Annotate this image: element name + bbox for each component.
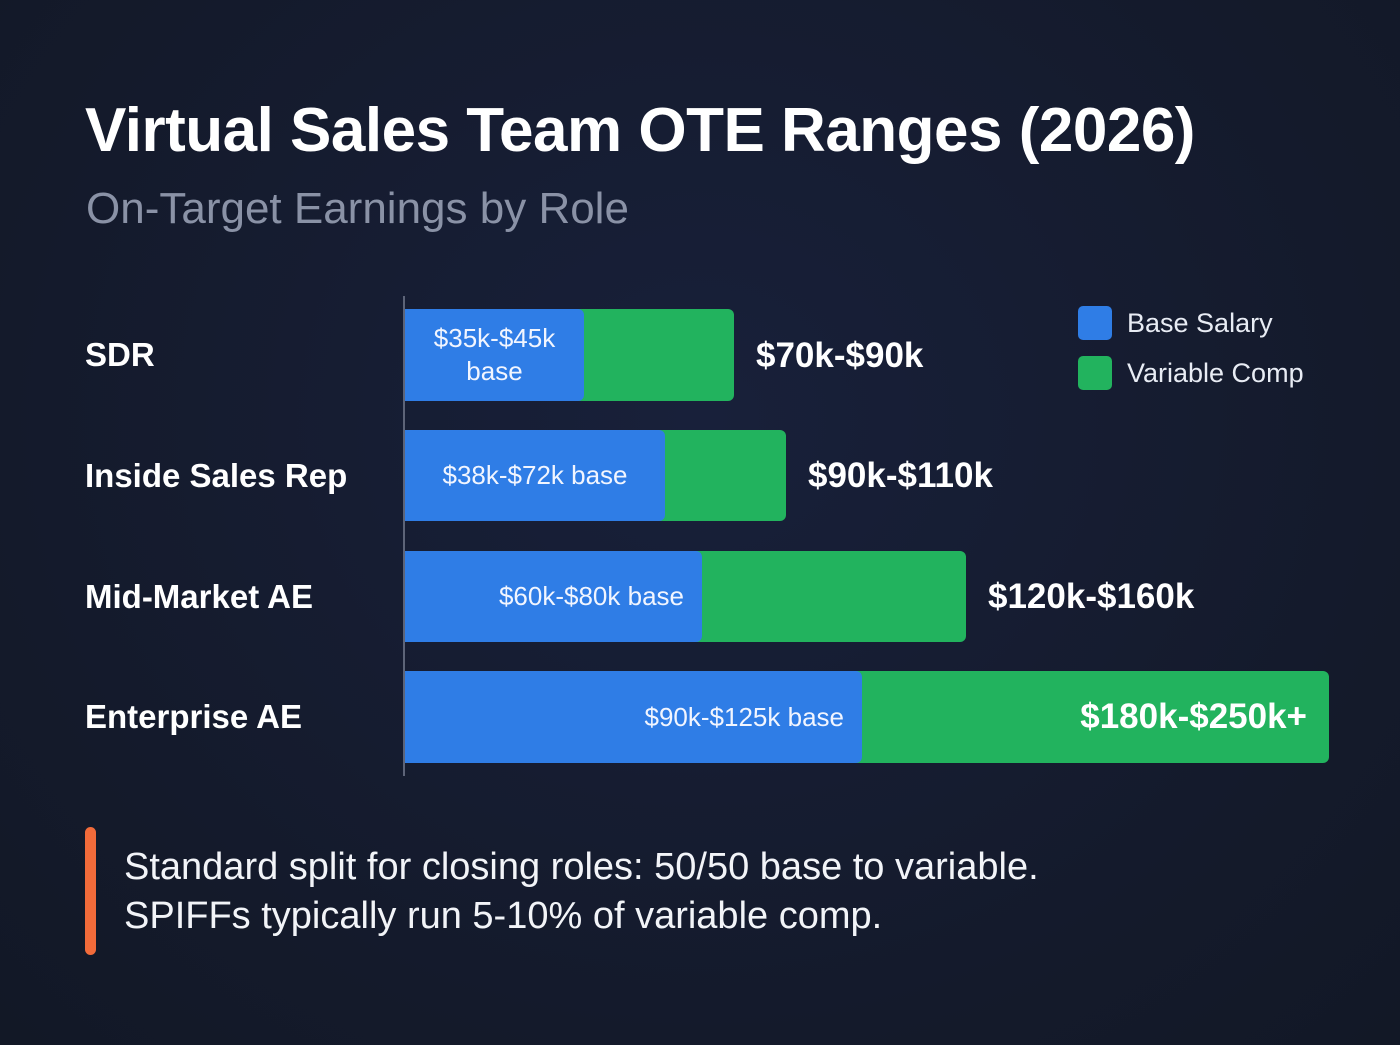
ote-label-sdr: $70k-$90k — [756, 336, 924, 375]
base-segment: $60k-$80k base — [405, 551, 702, 642]
base-segment: $90k-$125k base — [405, 671, 862, 763]
note-accent-bar — [85, 827, 96, 955]
ote-label-mid-market-ae: $120k-$160k — [988, 577, 1195, 616]
base-label: base — [466, 356, 523, 386]
base-salary-swatch — [1078, 306, 1112, 340]
ote-label-enterprise-ae: $180k-$250k+ — [1080, 697, 1307, 736]
base-label: $90k-$125k base — [644, 701, 844, 732]
base-segment: $38k-$72k base — [405, 430, 665, 521]
footnote-line-2: SPIFFs typically run 5-10% of variable c… — [124, 895, 883, 937]
legend-item-variable-comp: Variable Comp — [1078, 348, 1304, 398]
bar-inside-sales-rep: $38k-$72k base — [405, 430, 786, 521]
footnote: Standard split for closing roles: 50/50 … — [124, 843, 1039, 941]
bar-enterprise-ae: $90k-$125k base $180k-$250k+ — [405, 671, 1329, 763]
row-label-enterprise-ae: Enterprise AE — [85, 698, 303, 735]
base-label: $35k-$45k — [433, 323, 556, 353]
legend-label: Base Salary — [1127, 307, 1273, 338]
base-label: $38k-$72k base — [442, 460, 628, 490]
base-segment: $35k-$45k base — [405, 309, 584, 401]
base-label: $60k-$80k base — [498, 581, 684, 611]
row-label-mid-market-ae: Mid-Market AE — [85, 578, 313, 615]
row-label-sdr: SDR — [85, 336, 155, 373]
row-label-inside-sales-rep: Inside Sales Rep — [85, 457, 348, 494]
footnote-line-1: Standard split for closing roles: 50/50 … — [124, 846, 1039, 888]
legend-label: Variable Comp — [1127, 357, 1304, 388]
legend: Base Salary Variable Comp — [1078, 298, 1304, 398]
bar-sdr: $35k-$45k base — [405, 309, 734, 401]
bar-mid-market-ae: $60k-$80k base — [405, 551, 966, 642]
legend-item-base-salary: Base Salary — [1078, 298, 1304, 348]
ote-label-inside-sales-rep: $90k-$110k — [808, 456, 993, 495]
chart-subtitle: On-Target Earnings by Role — [86, 184, 629, 233]
y-axis-line — [403, 296, 405, 776]
variable-comp-swatch — [1078, 356, 1112, 390]
chart-title: Virtual Sales Team OTE Ranges (2026) — [85, 96, 1195, 165]
